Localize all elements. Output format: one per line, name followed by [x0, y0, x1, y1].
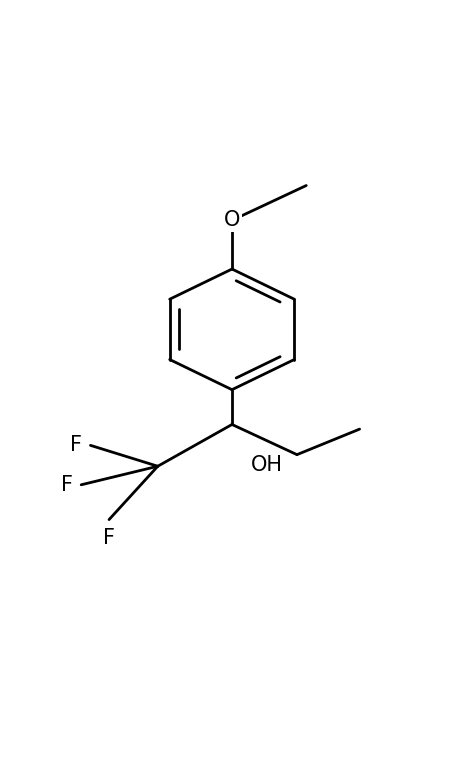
Text: F: F [61, 475, 73, 495]
Text: O: O [223, 210, 240, 230]
Text: F: F [103, 528, 115, 548]
Text: OH: OH [250, 455, 282, 474]
Text: F: F [70, 435, 82, 456]
